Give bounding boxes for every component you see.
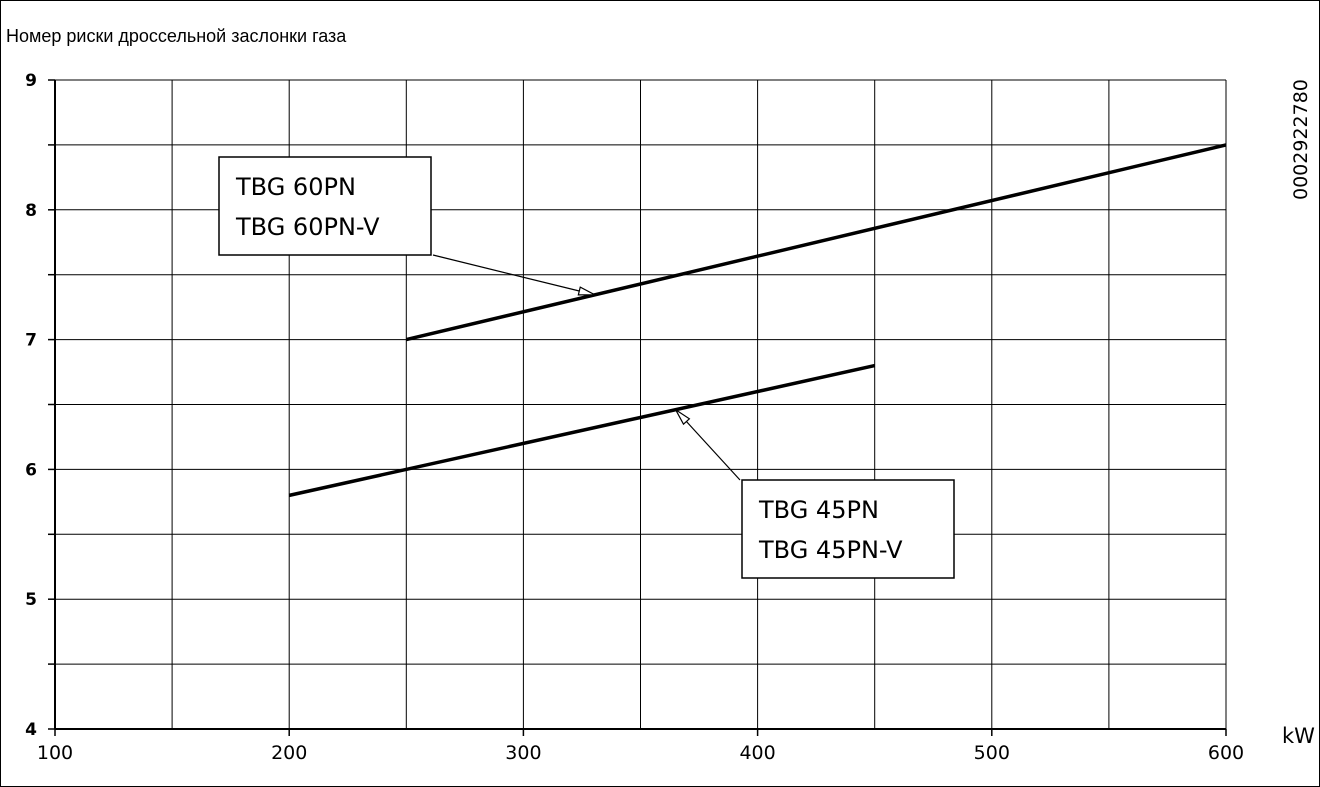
series-line xyxy=(288,363,876,498)
x-tick-label: 100 xyxy=(37,742,73,764)
callout-box xyxy=(741,479,955,579)
y-axis-title: Номер риски дроссельной заслонки газа xyxy=(6,26,347,46)
x-tick-label: 400 xyxy=(739,742,775,764)
x-tick-labels: 100 200 300 400 500 600 xyxy=(37,729,1244,764)
leader-line xyxy=(432,254,580,292)
y-tick-label: 5 xyxy=(25,590,37,610)
series-label: TBG 45PN-V xyxy=(758,536,903,564)
series-callout: TBG 45PN TBG 45PN-V xyxy=(675,409,955,579)
leader-arrowhead xyxy=(577,286,596,296)
leader-arrowhead xyxy=(675,409,691,426)
x-tick-label: 600 xyxy=(1208,742,1244,764)
series-label: TBG 60PN xyxy=(235,173,356,201)
series-line xyxy=(405,143,1227,342)
y-tick-label: 9 xyxy=(25,71,37,91)
drawing-code-label: 0002922780 xyxy=(1290,79,1312,200)
series-label: TBG 60PN-V xyxy=(235,213,380,241)
x-tick-label: 500 xyxy=(974,742,1010,764)
y-tick-label: 7 xyxy=(25,331,37,351)
x-axis-unit-label: kW xyxy=(1282,724,1315,748)
y-tick-label: 8 xyxy=(25,201,37,221)
y-tick-labels: 4 5 6 7 8 9 xyxy=(25,71,55,740)
series-callouts: TBG 60PN TBG 60PN-V TBG 45PN TBG 45PN-V xyxy=(218,156,955,579)
series-lines xyxy=(288,143,1227,498)
callout-box xyxy=(218,156,432,256)
x-tick-label: 300 xyxy=(505,742,541,764)
leader-line xyxy=(685,421,741,481)
y-tick-label: 4 xyxy=(25,720,37,740)
series-callout: TBG 60PN TBG 60PN-V xyxy=(218,156,596,296)
y-tick-label: 6 xyxy=(25,460,37,480)
series-label: TBG 45PN xyxy=(758,496,879,524)
x-tick-label: 200 xyxy=(271,742,307,764)
